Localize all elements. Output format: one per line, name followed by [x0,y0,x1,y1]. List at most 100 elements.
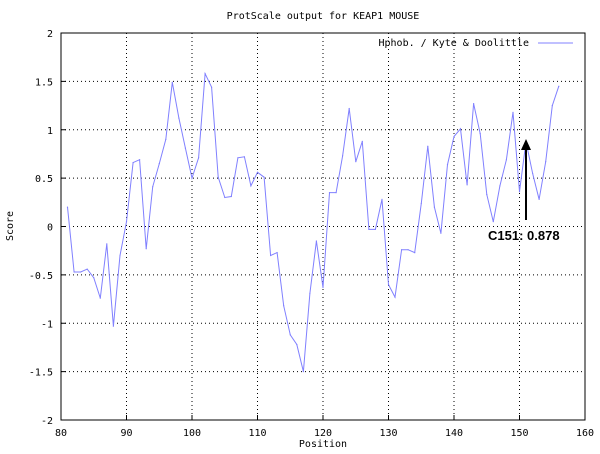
data-point [322,286,324,289]
data-point [427,145,429,147]
data-point [545,161,547,163]
data-point [283,305,285,307]
data-point [361,140,363,142]
data-point [250,185,252,187]
data-point [296,343,298,346]
data-point [407,249,409,251]
legend: Hphob. / Kyte & Doolittle [378,38,573,49]
data-point [532,172,534,174]
data-point [499,185,501,187]
y-tick-label: 2 [47,29,53,40]
c151-annotation: C151: 0.878 [488,139,560,243]
x-tick-label: 110 [248,428,266,439]
grid [61,33,585,420]
data-point [112,325,114,327]
data-point [243,156,245,158]
data-point [315,240,317,242]
data-point [80,271,82,273]
data-point [66,206,69,208]
data-point [276,252,278,254]
data-point [145,248,147,250]
data-point [512,111,514,113]
data-point [184,147,186,149]
hydrophobicity-series [67,71,560,372]
plot-frame [60,32,586,421]
data-point [99,297,101,299]
data-point [473,103,475,105]
y-tick-label: 1.5 [35,77,53,88]
data-point [86,268,88,270]
data-point [198,157,200,159]
y-tick-label: -0.5 [29,271,53,282]
x-tick-label: 130 [379,428,397,439]
data-point [466,184,468,186]
data-point [394,296,396,298]
x-tick-label: 140 [445,428,463,439]
y-tick-label: 1 [47,126,53,137]
data-point [479,133,481,135]
data-point [119,254,121,257]
data-point [414,252,416,254]
annotation-arrowhead [521,139,531,150]
y-tick-label: 0.5 [35,174,53,185]
data-point [453,135,455,138]
data-point [237,157,239,159]
data-point [558,85,560,87]
data-point [518,191,521,193]
data-point [217,176,219,178]
data-point [381,198,383,200]
data-point [486,194,488,196]
data-point [132,162,134,164]
data-point [93,277,95,279]
data-point [178,117,180,119]
data-point [158,163,160,165]
data-point [211,86,213,88]
data-point [551,105,553,107]
x-tick-label: 100 [183,428,201,439]
data-point [152,186,154,188]
data-point [204,73,206,75]
data-point [289,334,291,336]
data-point [165,138,167,140]
x-tick-label: 150 [510,428,528,439]
annotation-label: C151: 0.878 [488,228,560,243]
chart-title: ProtScale output for KEAP1 MOUSE [227,11,420,22]
data-point [191,177,193,179]
data-point [328,192,331,194]
data-point [355,161,357,163]
data-point [335,192,337,194]
y-tick-label: -1 [41,319,53,330]
data-point [224,196,226,199]
data-points [66,73,560,373]
data-point [420,202,422,204]
data-point [538,198,540,200]
x-tick-label: 120 [314,428,332,439]
data-point [342,155,344,157]
data-point [505,159,507,161]
x-ticks: 80 90 100 110 120 130 140 150 160 [55,415,594,439]
data-point [125,221,128,223]
data-point [139,159,141,161]
data-point [73,271,75,273]
x-axis-label: Position [299,439,347,450]
data-point [433,206,435,208]
data-point [440,232,442,234]
data-point [256,171,259,173]
data-point [270,254,272,257]
data-point [374,228,376,230]
data-point [171,81,173,83]
data-point [302,371,304,373]
data-point [492,221,494,223]
data-point [263,176,265,178]
data-point [459,128,462,130]
y-tick-label: -1.5 [29,368,53,379]
data-point [230,195,232,198]
data-point [401,249,403,251]
x-tick-label: 160 [576,428,594,439]
x-tick-label: 90 [120,428,132,439]
legend-label: Hphob. / Kyte & Doolittle [378,38,529,49]
data-point [446,164,449,166]
data-point [106,243,108,245]
y-ticks: -2 -1.5 -1 -0.5 0 0.5 1 1.5 2 [29,29,66,427]
